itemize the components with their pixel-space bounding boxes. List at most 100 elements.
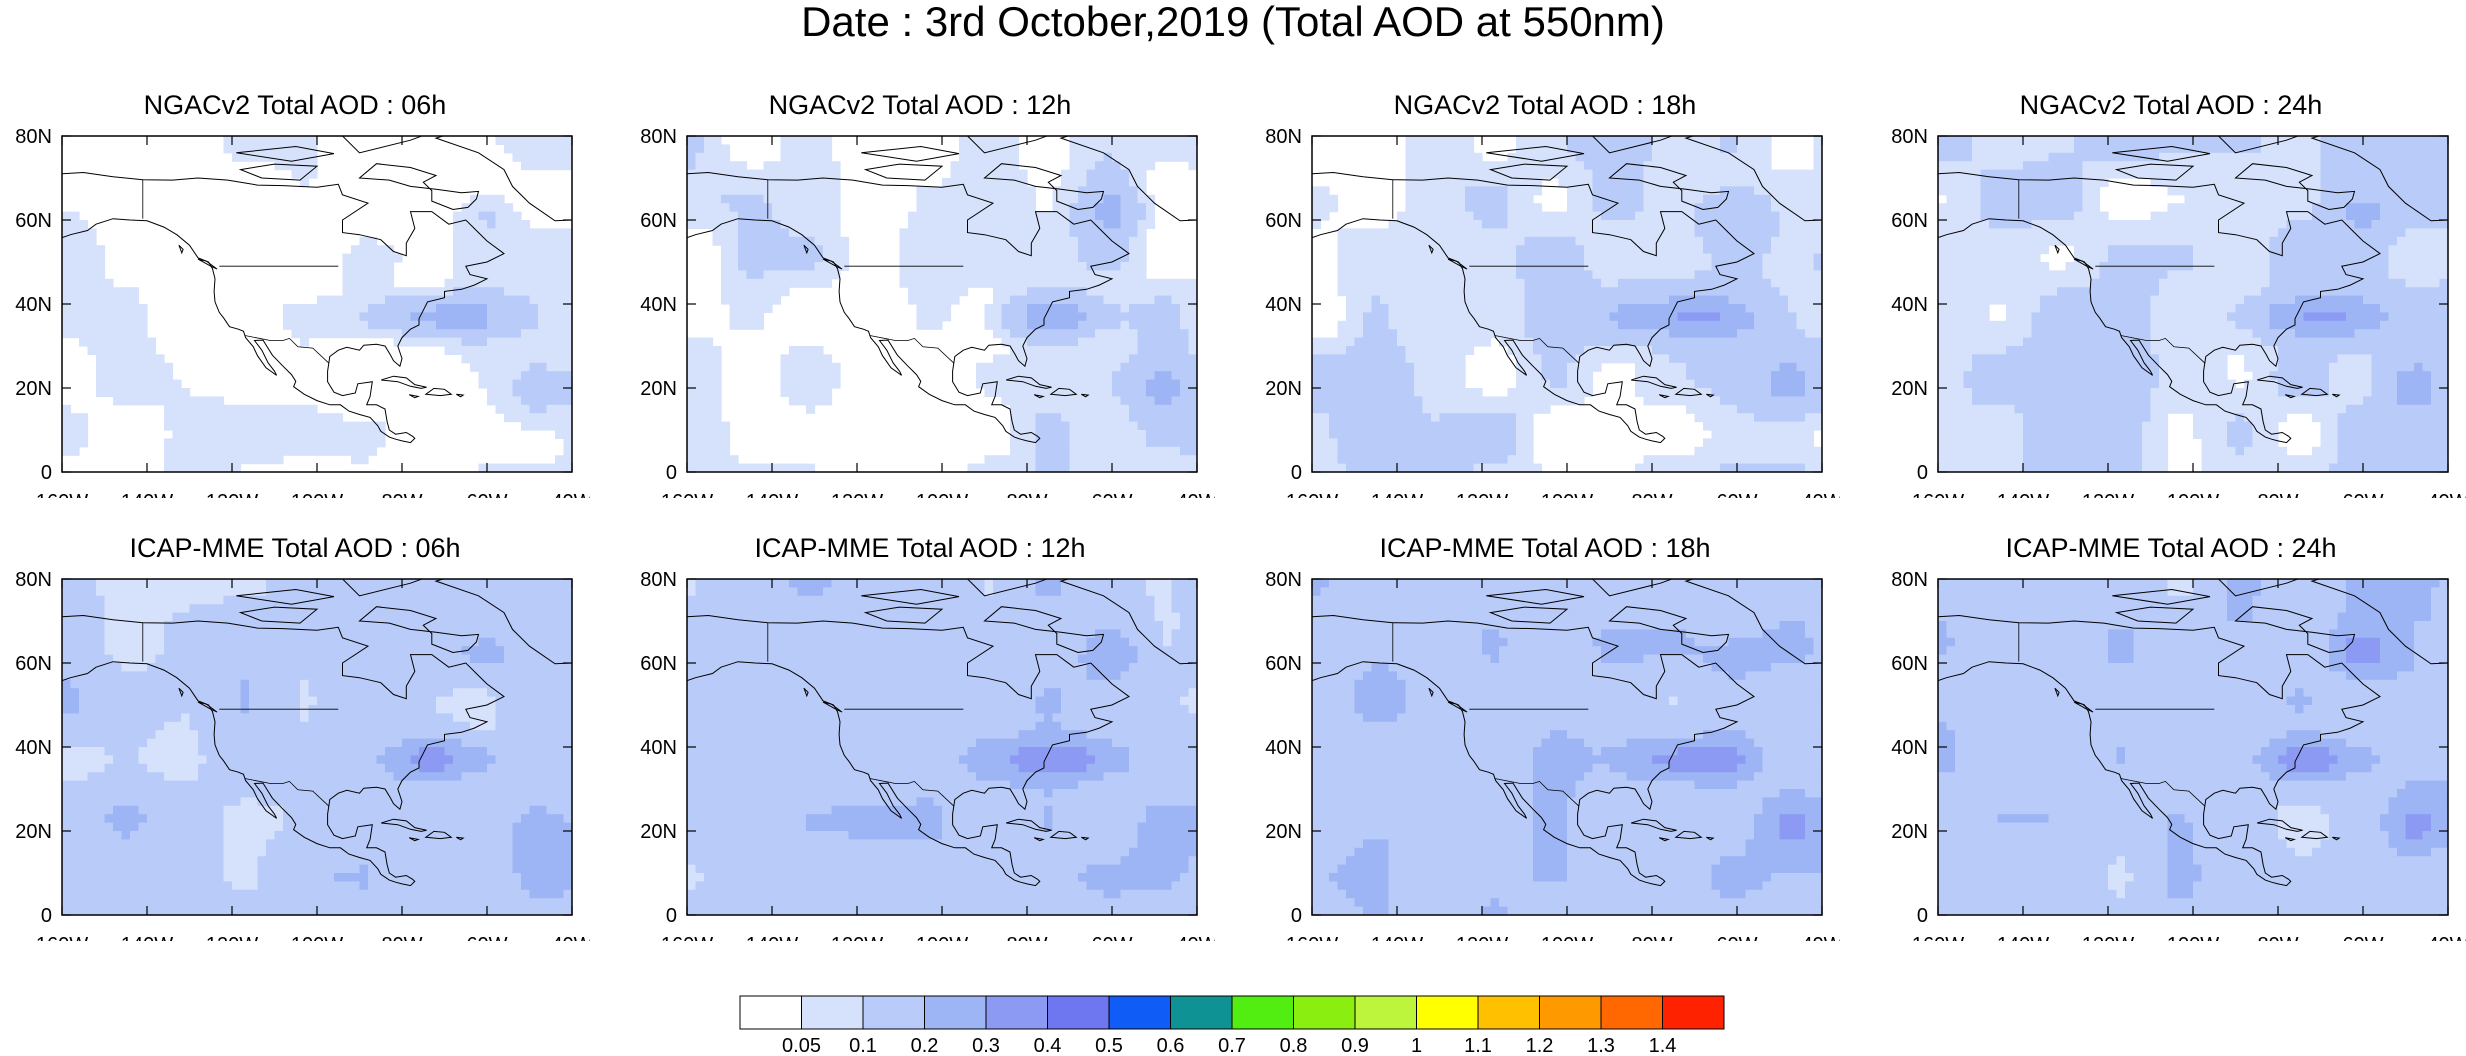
x-tick-label: 140W: [746, 491, 798, 498]
map-plot: 160W 140W 120W 100W 80W 60W 40W 0 20N 40N 60N 80N: [1265, 126, 1840, 498]
x-tick-label: 60W: [1716, 934, 1757, 941]
aod-field: [1312, 136, 1822, 472]
x-tick-label: 140W: [1371, 934, 1423, 941]
colorbar-label: 1.3: [1587, 1035, 1615, 1056]
x-tick-label: 80W: [2257, 491, 2298, 498]
aod-field: [1938, 136, 2448, 472]
y-tick-label: 40N: [15, 294, 52, 316]
colorbar-swatch: [1354, 995, 1417, 1030]
x-tick-label: 120W: [831, 934, 883, 941]
coastline: [1312, 171, 1755, 444]
y-tick-label: 60N: [640, 653, 677, 675]
coastline: [687, 171, 1130, 444]
colorbar-swatch: [1662, 995, 1725, 1030]
y-tick-label: 80N: [1891, 126, 1928, 148]
y-tick-label: 60N: [1265, 653, 1302, 675]
panel-title: ICAP-MME Total AOD : 06h: [129, 533, 461, 563]
x-tick-label: 40W: [1801, 934, 1840, 941]
x-tick-label: 40W: [551, 491, 590, 498]
y-tick-label: 60N: [15, 653, 52, 675]
x-tick-label: 140W: [121, 491, 173, 498]
y-tick-label: 60N: [15, 210, 52, 232]
y-tick-label: 60N: [1891, 653, 1928, 675]
colorbar-swatch: [1477, 995, 1540, 1030]
map-plot: 160W 140W 120W 100W 80W 60W 40W 0 20N 40N 60N 80N: [1891, 126, 2466, 498]
y-tick-label: 80N: [15, 569, 52, 591]
map-plot: 160W 140W 120W 100W 80W 60W 40W 0 20N 40N 60N 80N: [15, 569, 590, 941]
colorbar-swatch: [801, 995, 864, 1030]
map-panel: NGACv2 Total AOD : 24h 160W 140W 120W 100W 80…: [1876, 88, 2466, 498]
y-tick-label: 40N: [1891, 294, 1928, 316]
coastline: [1938, 614, 2381, 887]
x-tick-label: 40W: [2427, 934, 2466, 941]
panel-title: ICAP-MME Total AOD : 12h: [754, 533, 1086, 563]
x-tick-label: 140W: [1997, 491, 2049, 498]
map-panel: ICAP-MME Total AOD : 12h 160W 140W 120W 100W…: [625, 531, 1215, 941]
x-tick-label: 120W: [206, 934, 258, 941]
x-tick-label: 140W: [1997, 934, 2049, 941]
coastline: [62, 614, 505, 887]
y-tick-label: 40N: [640, 294, 677, 316]
y-tick-label: 0: [1291, 462, 1302, 484]
x-tick-label: 160W: [1286, 491, 1338, 498]
y-tick-label: 60N: [640, 210, 677, 232]
colorbar-label: 0.05: [782, 1035, 821, 1056]
colorbar-label: 1: [1411, 1035, 1422, 1056]
aod-field: [687, 136, 1197, 472]
y-tick-label: 20N: [1265, 821, 1302, 843]
colorbar-swatch: [1108, 995, 1171, 1030]
y-tick-label: 20N: [15, 821, 52, 843]
x-tick-label: 80W: [1006, 934, 1047, 941]
x-tick-label: 160W: [661, 491, 713, 498]
aod-field: [687, 579, 1197, 915]
colorbar-label: 0.8: [1280, 1035, 1308, 1056]
map-panel: ICAP-MME Total AOD : 06h 160W 140W 120W 100W…: [0, 531, 590, 941]
x-tick-label: 140W: [746, 934, 798, 941]
y-tick-label: 40N: [1265, 737, 1302, 759]
x-tick-label: 100W: [2167, 934, 2219, 941]
colorbar-label: 0.6: [1157, 1035, 1185, 1056]
panel-title: NGACv2 Total AOD : 24h: [2019, 90, 2323, 120]
x-tick-label: 120W: [831, 491, 883, 498]
map-plot: 160W 140W 120W 100W 80W 60W 40W 0 20N 40N 60N 80N: [1265, 569, 1840, 941]
panel-title: NGACv2 Total AOD : 06h: [143, 90, 447, 120]
x-tick-label: 80W: [1006, 491, 1047, 498]
colorbar-label: 0.2: [911, 1035, 939, 1056]
aod-field: [62, 136, 572, 472]
colorbar-swatch: [862, 995, 925, 1030]
x-tick-label: 100W: [916, 491, 968, 498]
colorbar-swatch: [1416, 995, 1479, 1030]
coastline: [1938, 171, 2381, 444]
map-panel: NGACv2 Total AOD : 18h 160W 140W 120W 100W 80…: [1250, 88, 1840, 498]
colorbar-swatch: [985, 995, 1048, 1030]
panel-title: NGACv2 Total AOD : 18h: [1393, 90, 1697, 120]
x-tick-label: 60W: [2342, 934, 2383, 941]
y-tick-label: 0: [666, 905, 677, 927]
x-tick-label: 40W: [1176, 934, 1215, 941]
colorbar-swatch: [1231, 995, 1294, 1030]
x-tick-label: 60W: [2342, 491, 2383, 498]
coastline: [687, 614, 1130, 887]
x-tick-label: 60W: [1091, 934, 1132, 941]
y-tick-label: 20N: [640, 378, 677, 400]
y-tick-label: 0: [1917, 462, 1928, 484]
x-tick-label: 140W: [121, 934, 173, 941]
x-tick-label: 80W: [381, 934, 422, 941]
y-tick-label: 40N: [15, 737, 52, 759]
x-tick-label: 60W: [1091, 491, 1132, 498]
panel-title: ICAP-MME Total AOD : 24h: [2005, 533, 2337, 563]
x-tick-label: 120W: [206, 491, 258, 498]
x-tick-label: 160W: [1286, 934, 1338, 941]
x-tick-label: 40W: [1176, 491, 1215, 498]
x-tick-label: 80W: [1631, 491, 1672, 498]
y-tick-label: 20N: [1265, 378, 1302, 400]
y-tick-label: 80N: [640, 569, 677, 591]
y-tick-label: 40N: [1265, 294, 1302, 316]
x-tick-label: 120W: [2082, 934, 2134, 941]
x-tick-label: 100W: [916, 934, 968, 941]
x-tick-label: 120W: [1456, 934, 1508, 941]
x-tick-label: 100W: [291, 491, 343, 498]
y-tick-label: 0: [1917, 905, 1928, 927]
y-tick-label: 80N: [1891, 569, 1928, 591]
